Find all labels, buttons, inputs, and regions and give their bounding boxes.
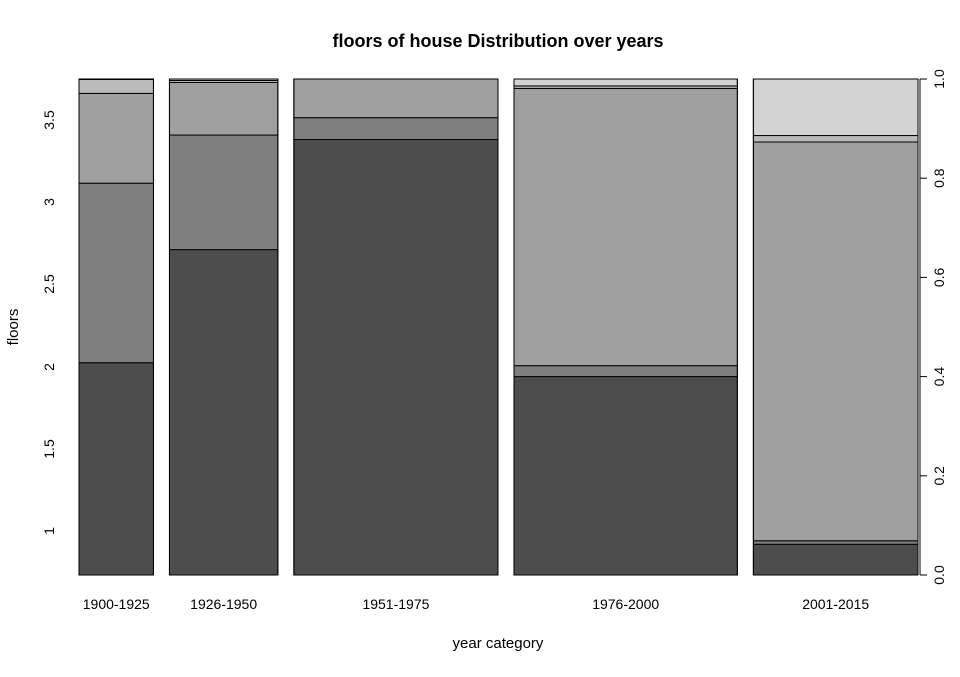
bar-column-outline bbox=[168, 78, 279, 576]
bar-segment-1-2 bbox=[78, 182, 154, 364]
left-tick-label: 1.5 bbox=[41, 439, 57, 459]
right-tick-label: 0.0 bbox=[931, 565, 947, 585]
bar-segment-2-3 bbox=[168, 81, 279, 136]
x-axis-label: year category bbox=[453, 635, 544, 652]
left-tick-label: 1 bbox=[41, 527, 57, 535]
left-tick-label: 2.5 bbox=[41, 274, 57, 294]
chart-title: floors of house Distribution over years bbox=[332, 31, 663, 51]
bar-segment-4-3 bbox=[513, 87, 738, 367]
bar-segment-5-5 bbox=[752, 78, 919, 137]
bar-column-outline bbox=[513, 78, 738, 576]
bar-segment-5-2 bbox=[752, 540, 919, 545]
bar-segment-3-3 bbox=[293, 78, 499, 119]
bar-column-outline bbox=[752, 78, 919, 576]
bar-segment-2-2 bbox=[168, 134, 279, 251]
bar-segment-4-5 bbox=[513, 78, 738, 87]
bar-segment-5-1 bbox=[752, 543, 919, 576]
bar-segment-1-4 bbox=[78, 79, 154, 94]
right-axis: 0.0 0.2 0.4 0.6 0.8 1.0 bbox=[919, 69, 947, 585]
bar-segment-3-1 bbox=[293, 139, 499, 576]
bar-column-outline bbox=[293, 78, 499, 576]
x-tick-label: 1951-1975 bbox=[362, 596, 429, 612]
right-tick-label: 1.0 bbox=[931, 69, 947, 89]
left-tick-label: 3 bbox=[41, 198, 57, 206]
x-tick-labels: 1900-1925 1926-1950 1951-1975 1976-2000 2001… bbox=[83, 596, 870, 612]
right-tick-label: 0.6 bbox=[931, 267, 947, 287]
x-tick-label: 1976-2000 bbox=[592, 596, 659, 612]
bar-column-outline bbox=[78, 78, 154, 576]
x-tick-label: 1926-1950 bbox=[190, 596, 257, 612]
bar-segment-5-4 bbox=[752, 135, 919, 143]
right-tick-label: 0.8 bbox=[931, 168, 947, 188]
y-axis-label: floors bbox=[5, 309, 22, 346]
bars-layer bbox=[78, 78, 919, 576]
bar-segment-3-2 bbox=[293, 117, 499, 141]
right-tick-label: 0.2 bbox=[931, 466, 947, 486]
x-tick-label: 2001-2015 bbox=[802, 596, 869, 612]
left-axis: 1 1.5 2 2.5 3 3.5 bbox=[41, 110, 57, 535]
left-tick-label: 3.5 bbox=[41, 110, 57, 130]
x-tick-label: 1900-1925 bbox=[83, 596, 150, 612]
bar-segment-5-3 bbox=[752, 141, 919, 542]
right-tick-label: 0.4 bbox=[931, 367, 947, 387]
bar-segment-1-3 bbox=[78, 92, 154, 184]
bar-segment-2-1 bbox=[168, 249, 279, 576]
bar-segment-1-1 bbox=[78, 362, 154, 576]
bar-segment-4-2 bbox=[513, 365, 738, 378]
bar-segment-4-1 bbox=[513, 376, 738, 576]
left-tick-label: 2 bbox=[41, 363, 57, 371]
